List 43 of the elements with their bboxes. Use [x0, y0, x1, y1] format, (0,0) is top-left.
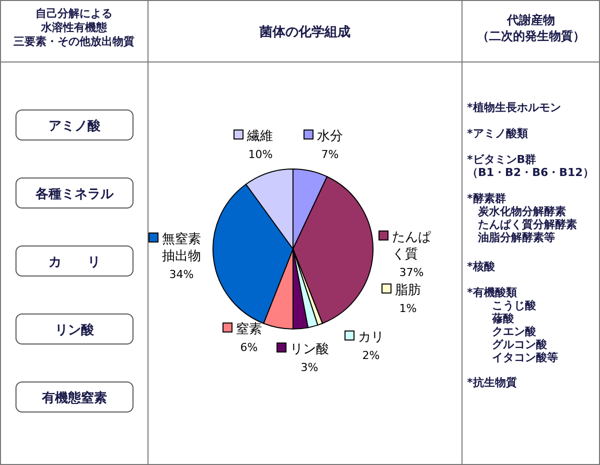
text: たんぱく質分解酵素	[478, 218, 577, 231]
legend-label: 無窒素抽出物	[162, 231, 201, 264]
legend-label: たんぱく質	[392, 230, 431, 262]
text: *ビタミンB群	[467, 153, 536, 166]
text: *核酸	[467, 260, 496, 273]
data-label: 1%	[399, 302, 417, 315]
text: イタコン酸等	[492, 351, 558, 364]
data-label: 2%	[362, 349, 380, 362]
text: *有機酸類	[467, 286, 517, 299]
text: リン酸	[55, 322, 95, 338]
text: 三要素・その他放出物質	[14, 35, 134, 48]
legend-label: リン酸	[290, 342, 329, 357]
legend-label: 窒素	[236, 321, 262, 337]
text: 有機態窒素	[41, 390, 107, 406]
text: 代謝産物	[506, 13, 555, 27]
text: 各種ミネラル	[34, 187, 114, 202]
text: 炭水化物分解酵素	[477, 205, 566, 218]
data-label: 6%	[240, 341, 258, 354]
data-label: 34%	[169, 268, 194, 281]
legend-label: 水分	[317, 129, 343, 144]
text: （二次的発生物質）	[477, 29, 585, 43]
text: *植物生長ホルモン	[467, 101, 561, 114]
data-label: 37%	[399, 266, 424, 279]
text: 油脂分解酵素等	[477, 231, 555, 244]
legend-label: カリ	[358, 330, 384, 345]
chart-title: 菌体の化学組成	[258, 25, 350, 40]
text: クエン酸	[492, 325, 537, 338]
text: *酵素群	[467, 192, 506, 205]
data-label: 7%	[321, 148, 339, 161]
text: *抗生物質	[467, 376, 517, 389]
text: 自己分解による	[36, 7, 112, 20]
legend-label: 脂肪	[395, 283, 421, 298]
data-label: 3%	[300, 361, 318, 374]
text: *アミノ酸類	[467, 127, 528, 140]
text: （B1・B2・B6・B12）	[467, 166, 594, 179]
text: 水溶性有機態	[40, 21, 108, 34]
data-label: 10%	[248, 148, 273, 161]
text: グルコン酸	[492, 338, 548, 351]
legend-label: 繊維	[246, 129, 273, 144]
text: カ リ	[48, 255, 100, 270]
text: こうじ酸	[492, 299, 537, 312]
text: アミノ酸	[48, 118, 102, 134]
text: 蓚酸	[491, 312, 515, 325]
